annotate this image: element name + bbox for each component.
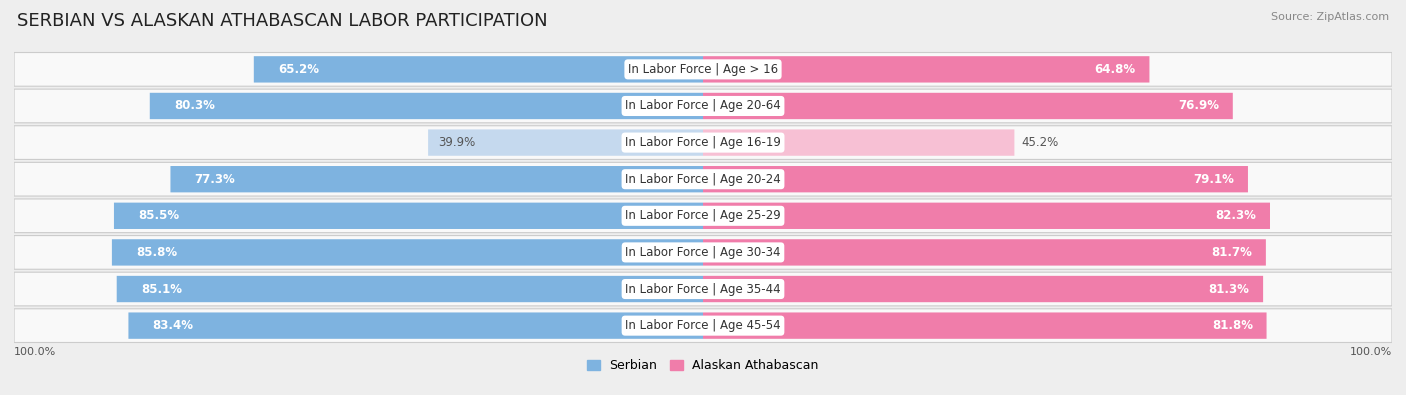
- Text: 85.8%: 85.8%: [136, 246, 177, 259]
- Text: 64.8%: 64.8%: [1094, 63, 1136, 76]
- Text: In Labor Force | Age 35-44: In Labor Force | Age 35-44: [626, 282, 780, 295]
- FancyBboxPatch shape: [14, 53, 1392, 86]
- FancyBboxPatch shape: [14, 309, 1392, 342]
- FancyBboxPatch shape: [117, 276, 703, 302]
- FancyBboxPatch shape: [14, 235, 1392, 269]
- FancyBboxPatch shape: [703, 203, 1270, 229]
- FancyBboxPatch shape: [427, 130, 703, 156]
- Text: 81.3%: 81.3%: [1208, 282, 1250, 295]
- Text: 82.3%: 82.3%: [1215, 209, 1256, 222]
- Text: 79.1%: 79.1%: [1194, 173, 1234, 186]
- Text: 100.0%: 100.0%: [1350, 347, 1392, 357]
- FancyBboxPatch shape: [170, 166, 703, 192]
- FancyBboxPatch shape: [703, 312, 1267, 339]
- FancyBboxPatch shape: [703, 276, 1263, 302]
- Text: In Labor Force | Age 25-29: In Labor Force | Age 25-29: [626, 209, 780, 222]
- Text: In Labor Force | Age 45-54: In Labor Force | Age 45-54: [626, 319, 780, 332]
- FancyBboxPatch shape: [14, 89, 1392, 123]
- FancyBboxPatch shape: [14, 272, 1392, 306]
- FancyBboxPatch shape: [128, 312, 703, 339]
- FancyBboxPatch shape: [150, 93, 703, 119]
- Legend: Serbian, Alaskan Athabascan: Serbian, Alaskan Athabascan: [582, 354, 824, 377]
- Text: 77.3%: 77.3%: [194, 173, 235, 186]
- Text: In Labor Force | Age 20-64: In Labor Force | Age 20-64: [626, 100, 780, 113]
- Text: 85.1%: 85.1%: [141, 282, 181, 295]
- Text: 45.2%: 45.2%: [1021, 136, 1059, 149]
- Text: In Labor Force | Age 16-19: In Labor Force | Age 16-19: [626, 136, 780, 149]
- FancyBboxPatch shape: [14, 199, 1392, 233]
- Text: 81.7%: 81.7%: [1211, 246, 1253, 259]
- FancyBboxPatch shape: [703, 166, 1249, 192]
- Text: 80.3%: 80.3%: [174, 100, 215, 113]
- FancyBboxPatch shape: [112, 239, 703, 265]
- Text: 76.9%: 76.9%: [1178, 100, 1219, 113]
- FancyBboxPatch shape: [703, 93, 1233, 119]
- Text: In Labor Force | Age > 16: In Labor Force | Age > 16: [628, 63, 778, 76]
- FancyBboxPatch shape: [114, 203, 703, 229]
- Text: Source: ZipAtlas.com: Source: ZipAtlas.com: [1271, 12, 1389, 22]
- FancyBboxPatch shape: [14, 162, 1392, 196]
- Text: 65.2%: 65.2%: [278, 63, 319, 76]
- FancyBboxPatch shape: [703, 239, 1265, 265]
- Text: 83.4%: 83.4%: [152, 319, 194, 332]
- Text: SERBIAN VS ALASKAN ATHABASCAN LABOR PARTICIPATION: SERBIAN VS ALASKAN ATHABASCAN LABOR PART…: [17, 12, 547, 30]
- FancyBboxPatch shape: [14, 126, 1392, 160]
- FancyBboxPatch shape: [254, 56, 703, 83]
- Text: In Labor Force | Age 20-24: In Labor Force | Age 20-24: [626, 173, 780, 186]
- Text: 81.8%: 81.8%: [1212, 319, 1253, 332]
- Text: 85.5%: 85.5%: [138, 209, 179, 222]
- Text: 39.9%: 39.9%: [439, 136, 475, 149]
- Text: 100.0%: 100.0%: [14, 347, 56, 357]
- Text: In Labor Force | Age 30-34: In Labor Force | Age 30-34: [626, 246, 780, 259]
- FancyBboxPatch shape: [703, 56, 1150, 83]
- FancyBboxPatch shape: [703, 130, 1014, 156]
